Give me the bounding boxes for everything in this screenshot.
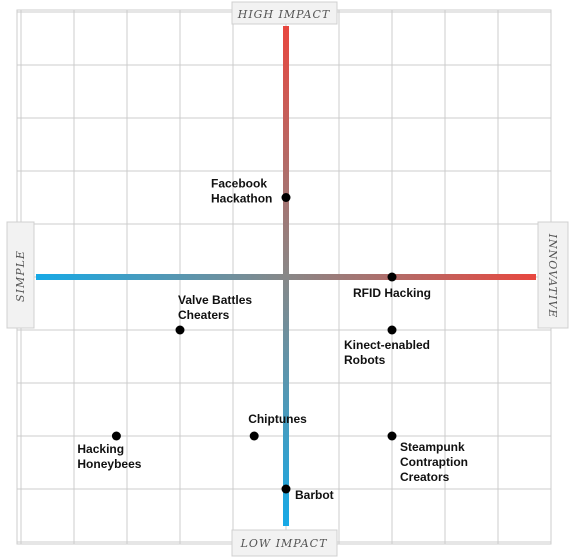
data-point <box>175 325 185 335</box>
data-point-label: RFID Hacking <box>353 286 431 300</box>
axis-label-bottom: LOW IMPACT <box>231 529 338 557</box>
data-point-label-line: Valve Battles <box>178 293 252 307</box>
data-point-label-line: Hackathon <box>211 192 272 206</box>
data-point-label: Steampunk Contraption Creators <box>400 440 468 484</box>
axis-label-top-text: HIGH IMPACT <box>237 8 331 21</box>
vertical-axis-bar <box>283 26 289 526</box>
data-point-label-line: Creators <box>400 470 450 484</box>
data-point-label: Barbot <box>295 488 334 502</box>
data-point <box>281 193 291 202</box>
data-point <box>387 325 397 335</box>
data-point-label-line: RFID Hacking <box>353 286 431 300</box>
data-point-label-line: Chiptunes <box>248 412 307 426</box>
data-point-label: Valve Battles Cheaters <box>178 293 252 322</box>
data-point <box>111 431 121 441</box>
data-point <box>249 431 259 441</box>
axis-label-right-text: INNOVATIVE <box>546 233 559 319</box>
data-point-label-line: Hacking <box>77 442 124 456</box>
axis-label-bottom-text: LOW IMPACT <box>240 537 328 550</box>
axis-label-right: INNOVATIVE <box>537 221 569 329</box>
data-point-label: Kinect-enabled Robots <box>344 338 430 367</box>
data-point-label-line: Contraption <box>400 455 468 469</box>
data-point-label-line: Honeybees <box>77 457 141 471</box>
data-point-label: Chiptunes <box>248 412 307 426</box>
data-point-label-line: Barbot <box>295 488 334 502</box>
data-point-label-line: Cheaters <box>178 308 230 322</box>
data-points: Facebook Hackathon RFID Hacking Valve Battl… <box>77 177 468 503</box>
axis-label-top: HIGH IMPACT <box>231 1 338 25</box>
data-point-label: Facebook Hackathon <box>211 177 272 206</box>
data-point <box>281 484 291 494</box>
axis-label-left: SIMPLE <box>6 221 35 329</box>
data-point-label-line: Facebook <box>211 177 267 191</box>
axis-label-left-text: SIMPLE <box>14 250 27 302</box>
data-point <box>387 272 397 282</box>
data-point-label-line: Robots <box>344 353 386 367</box>
data-point-label-line: Kinect-enabled <box>344 338 430 352</box>
data-point <box>387 431 397 441</box>
data-point-label: Hacking Honeybees <box>77 442 141 471</box>
data-point-label-line: Steampunk <box>400 440 465 454</box>
